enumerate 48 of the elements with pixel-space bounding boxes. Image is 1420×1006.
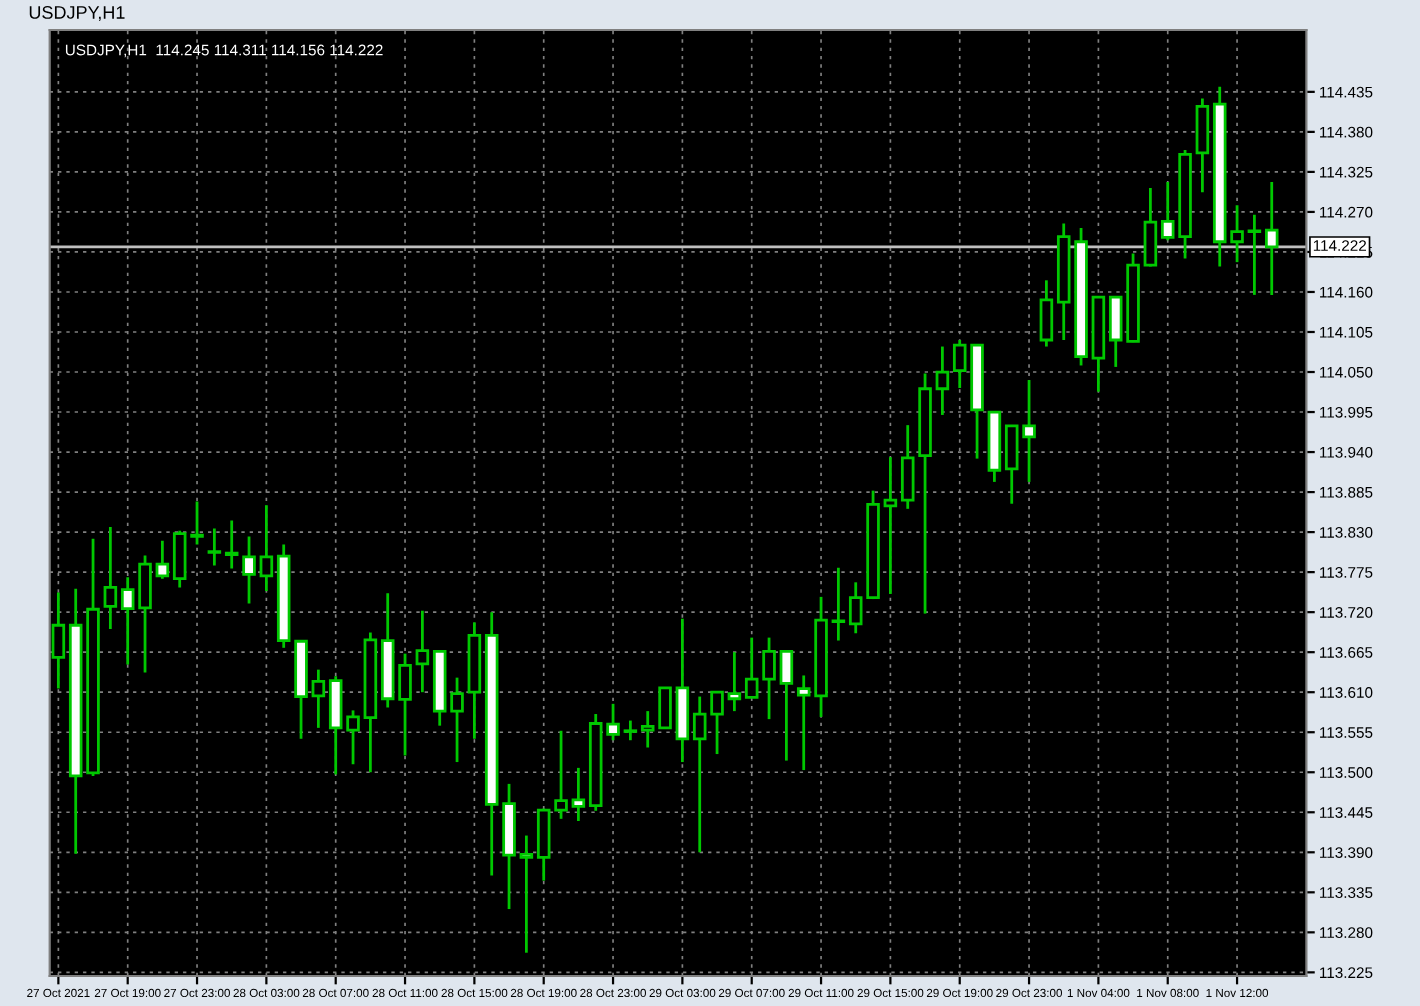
- candlestick: [398, 652, 412, 757]
- candlestick: [519, 834, 534, 955]
- candlestick: [242, 535, 256, 605]
- candlestick: [536, 807, 551, 883]
- candlestick: [328, 674, 343, 776]
- candlestick: [415, 609, 430, 694]
- candlestick: [640, 709, 655, 749]
- candlestick: [952, 338, 967, 390]
- candlestick: [779, 649, 794, 762]
- candlestick: [207, 527, 222, 567]
- candlestick: [883, 455, 898, 596]
- candlestick: [1264, 180, 1279, 297]
- candlestick: [710, 690, 724, 756]
- candlestick: [692, 695, 707, 854]
- candlestick: [1004, 423, 1019, 506]
- candlestick: [554, 729, 568, 821]
- candlestick: [190, 500, 204, 546]
- candlestick: [259, 503, 274, 593]
- candlestick: [346, 709, 360, 766]
- chart-title: USDJPY,H1: [29, 6, 125, 21]
- candlestick: [1160, 180, 1175, 242]
- candlestick: [606, 702, 620, 742]
- candlestick: [831, 566, 846, 642]
- candlestick: [311, 668, 326, 730]
- candlestick: [571, 766, 586, 823]
- candlestick: [138, 554, 152, 674]
- candlestick: [1022, 378, 1036, 484]
- candlestick: [1143, 186, 1158, 268]
- candlestick: [727, 650, 742, 713]
- candlestick: [120, 575, 135, 666]
- candlestick: [796, 674, 811, 772]
- candlestick: [1108, 294, 1123, 369]
- candlestick: [1195, 97, 1210, 194]
- candlestick: [172, 529, 187, 589]
- candlestick: [658, 686, 672, 730]
- candlestick: [1247, 213, 1262, 297]
- candlestick: [762, 636, 776, 721]
- candlestick: [155, 539, 170, 581]
- candlestick: [848, 580, 863, 635]
- candlestick: [224, 519, 239, 570]
- candlestick: [935, 345, 950, 417]
- candlestick: [450, 676, 464, 764]
- candlestick: [744, 636, 759, 700]
- candlestick: [623, 719, 638, 742]
- candlestick: [900, 423, 915, 511]
- candlestick: [103, 525, 118, 631]
- candlestick: [1039, 278, 1054, 348]
- candlestick: [1230, 203, 1244, 264]
